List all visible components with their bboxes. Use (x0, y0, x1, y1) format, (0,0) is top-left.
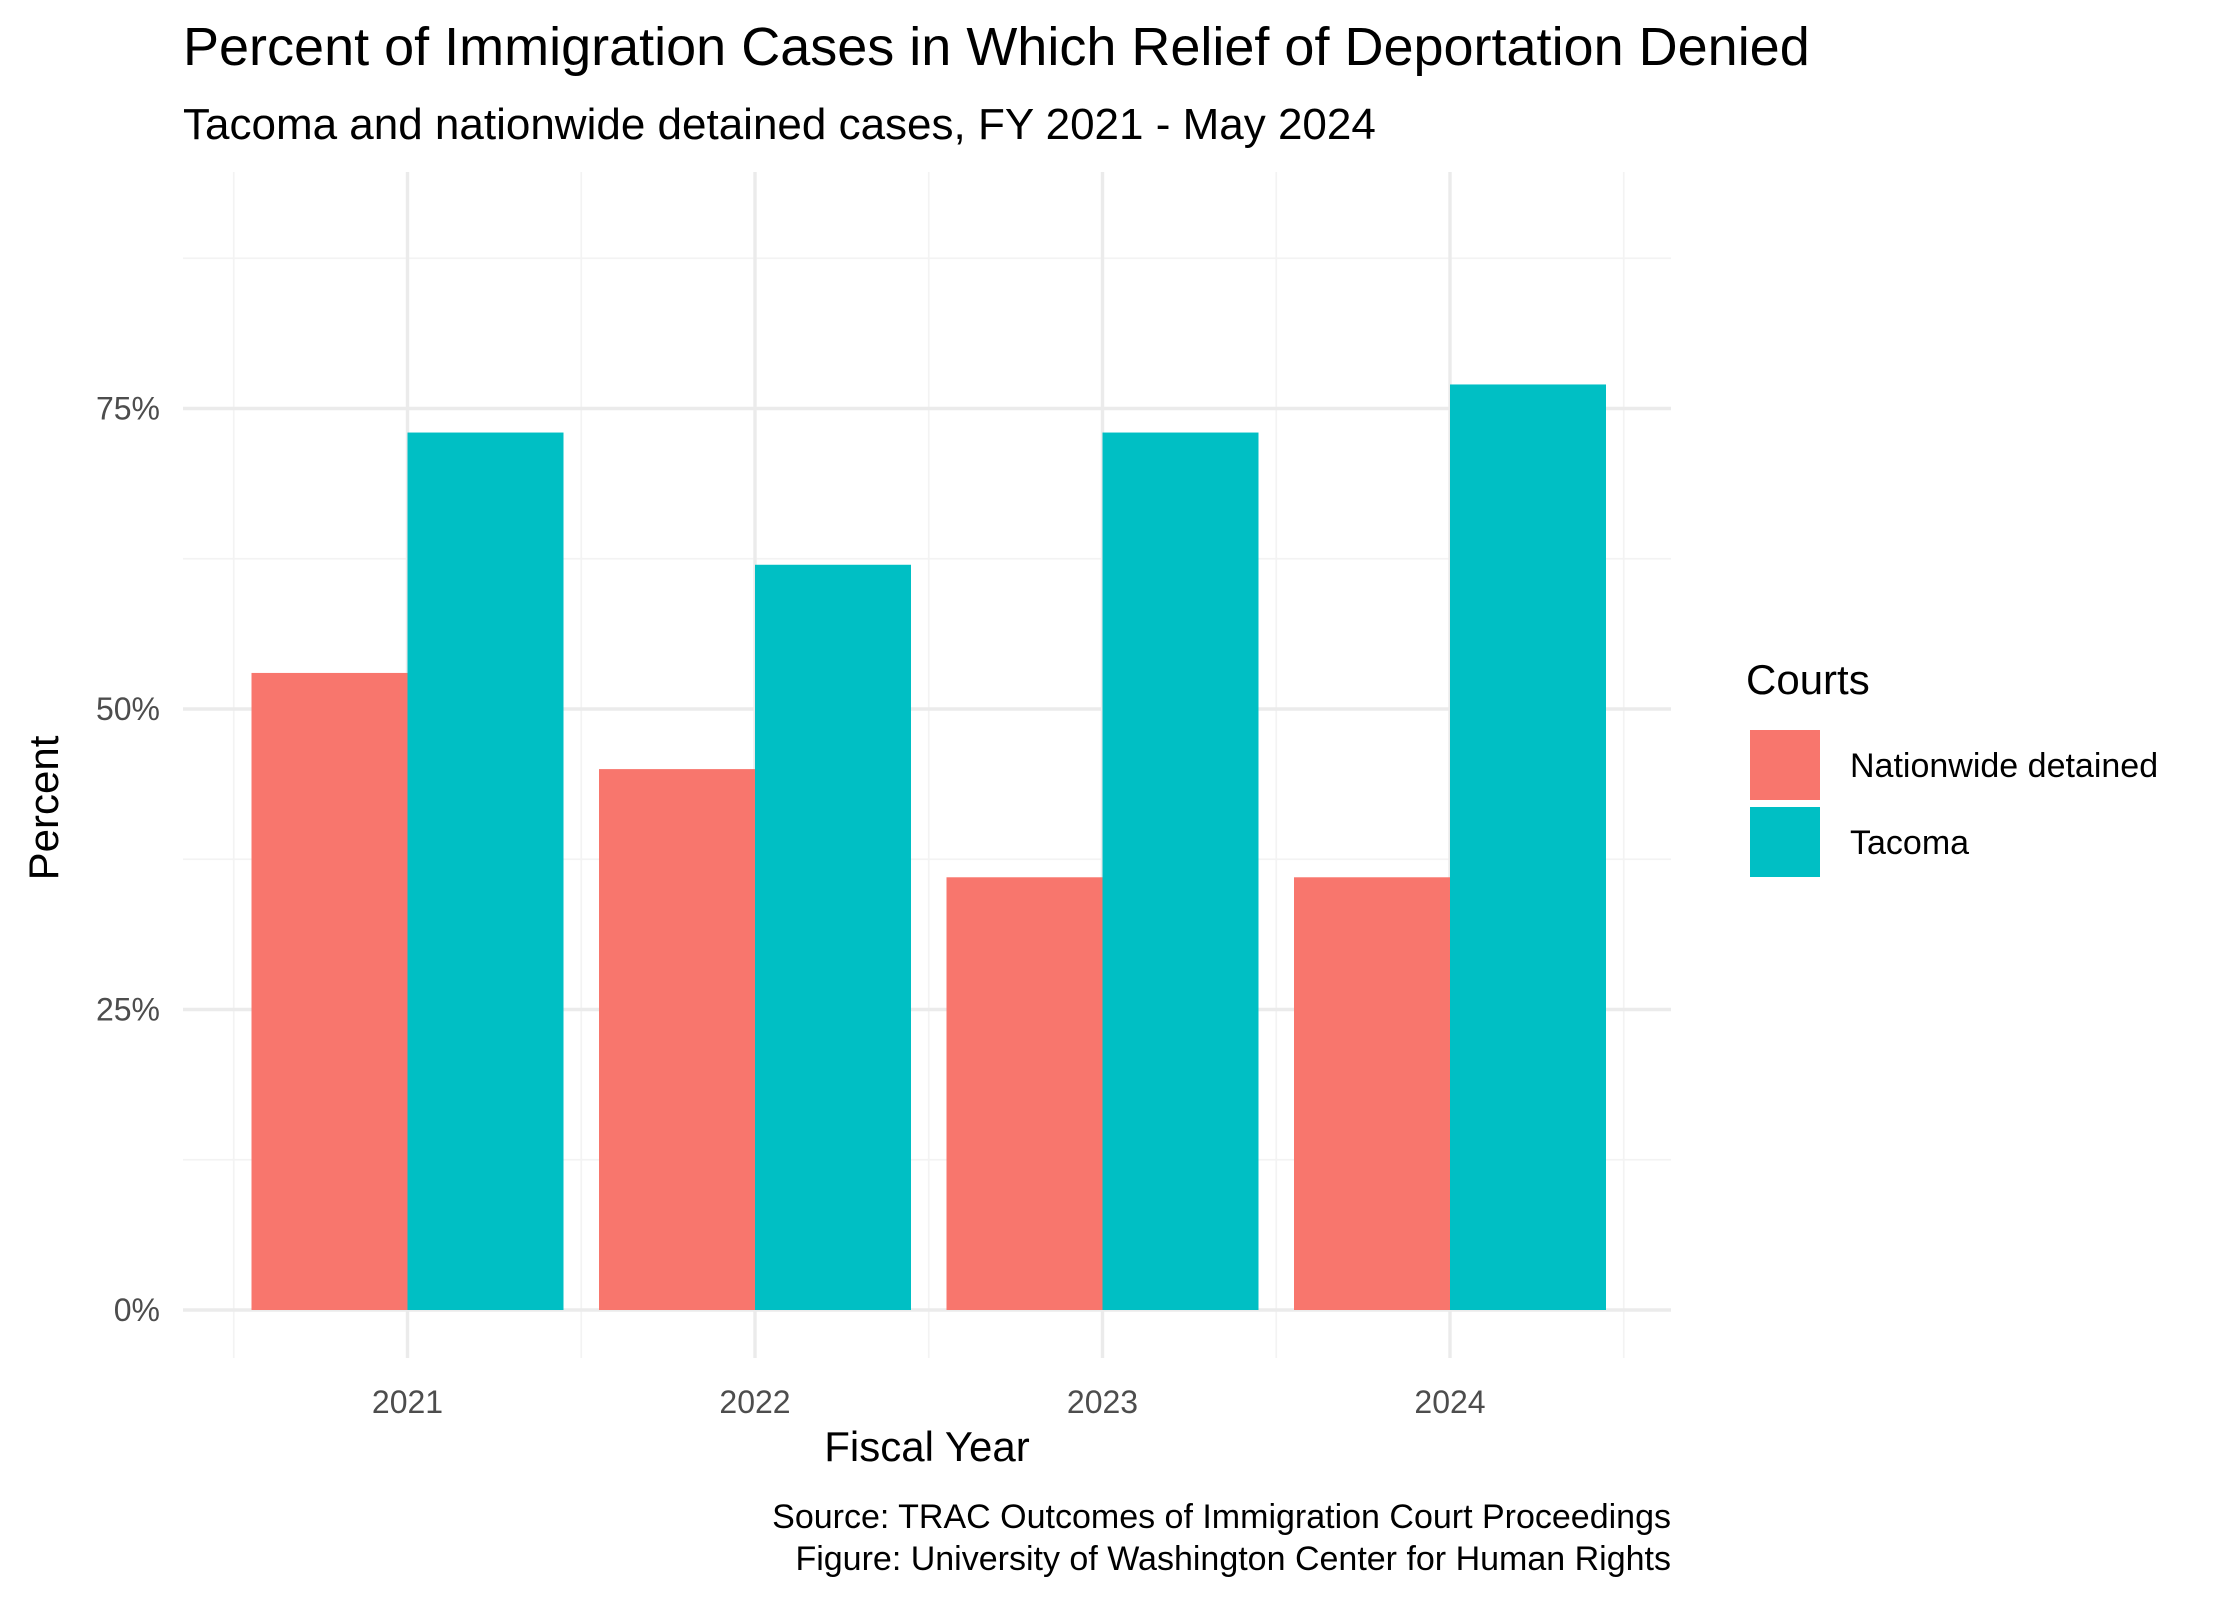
y-tick-label: 25% (96, 992, 160, 1028)
y-tick-label: 50% (96, 691, 160, 727)
chart-subtitle: Tacoma and nationwide detained cases, FY… (183, 100, 1376, 149)
legend-swatch (1750, 807, 1820, 877)
x-axis-title: Fiscal Year (824, 1423, 1029, 1470)
bar-nationwide-detained-2024 (1294, 877, 1450, 1310)
x-tick-label: 2024 (1414, 1384, 1485, 1420)
legend-swatch (1750, 730, 1820, 800)
y-tick-label: 75% (96, 391, 160, 427)
y-axis-title: Percent (20, 735, 67, 880)
x-tick-label: 2023 (1067, 1384, 1138, 1420)
bar-tacoma-2024 (1450, 384, 1606, 1310)
chart-title: Percent of Immigration Cases in Which Re… (183, 17, 1810, 77)
bar-nationwide-detained-2023 (947, 877, 1103, 1310)
x-tick-label: 2021 (372, 1384, 443, 1420)
bar-tacoma-2022 (755, 565, 911, 1310)
caption-figure-credit: Figure: University of Washington Center … (795, 1540, 1671, 1578)
legend-title: Courts (1746, 656, 1870, 703)
caption-source: Source: TRAC Outcomes of Immigration Cou… (772, 1498, 1671, 1536)
bar-nationwide-detained-2022 (599, 769, 755, 1310)
legend-label: Tacoma (1850, 824, 1969, 862)
bar-tacoma-2021 (408, 433, 564, 1310)
y-tick-label: 0% (114, 1292, 160, 1328)
x-tick-label: 2022 (719, 1384, 790, 1420)
legend-label: Nationwide detained (1850, 747, 2158, 785)
bar-tacoma-2023 (1103, 433, 1259, 1310)
bar-nationwide-detained-2021 (252, 673, 408, 1310)
